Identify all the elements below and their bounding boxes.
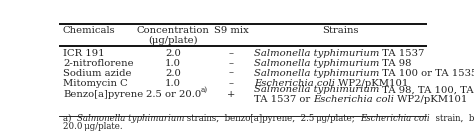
Text: TA 1537: TA 1537 — [379, 49, 425, 58]
Text: 2.0: 2.0 — [165, 49, 181, 58]
Text: Salmonella typhimurium: Salmonella typhimurium — [254, 49, 379, 58]
Text: Salmonella typhimurium: Salmonella typhimurium — [254, 59, 379, 68]
Text: Salmonella typhimurium: Salmonella typhimurium — [254, 85, 379, 94]
Text: –: – — [228, 49, 234, 58]
Text: a): a) — [201, 86, 208, 94]
Text: a): a) — [63, 114, 77, 123]
Text: 2.5 or 20.0: 2.5 or 20.0 — [146, 90, 201, 99]
Text: WP2/pKM101: WP2/pKM101 — [335, 79, 408, 88]
Text: Salmonella typhimurium: Salmonella typhimurium — [77, 114, 184, 123]
Text: WP2/pKM101: WP2/pKM101 — [394, 95, 468, 104]
Text: 2.0: 2.0 — [165, 69, 181, 78]
Text: S9 mix: S9 mix — [214, 26, 248, 35]
Text: Mitomycin C: Mitomycin C — [63, 79, 128, 88]
Text: 2-nitroflorene: 2-nitroflorene — [63, 59, 134, 68]
Text: TA 98: TA 98 — [379, 59, 412, 68]
Text: 1.0: 1.0 — [165, 59, 181, 68]
Text: TA 98, TA 100, TA 1535,: TA 98, TA 100, TA 1535, — [379, 85, 474, 94]
Text: TA 100 or TA 1535: TA 100 or TA 1535 — [379, 69, 474, 78]
Text: 20.0 μg/plate.: 20.0 μg/plate. — [63, 122, 123, 131]
Text: Escherichia coli: Escherichia coli — [313, 95, 394, 104]
Text: Concentration: Concentration — [137, 26, 210, 35]
Text: Sodium azide: Sodium azide — [63, 69, 131, 78]
Text: Benzo[a]pyrene: Benzo[a]pyrene — [63, 90, 143, 99]
Text: (μg/plate): (μg/plate) — [148, 36, 198, 45]
Text: Salmonella typhimurium: Salmonella typhimurium — [254, 69, 379, 78]
Text: ICR 191: ICR 191 — [63, 49, 105, 58]
Text: strains,  benzo[a]pyrene,  2.5 μg/plate;: strains, benzo[a]pyrene, 2.5 μg/plate; — [184, 114, 361, 123]
Text: –: – — [228, 69, 234, 78]
Text: +: + — [227, 90, 235, 99]
Text: Strains: Strains — [322, 26, 358, 35]
Text: Escherichia coli: Escherichia coli — [361, 114, 430, 123]
Text: Chemicals: Chemicals — [63, 26, 116, 35]
Text: strain,  benzo[a]pyrene,: strain, benzo[a]pyrene, — [430, 114, 474, 123]
Text: TA 1537 or: TA 1537 or — [254, 95, 313, 104]
Text: –: – — [228, 79, 234, 88]
Text: –: – — [228, 59, 234, 68]
Text: Escherichia coli: Escherichia coli — [254, 79, 335, 88]
Text: 1.0: 1.0 — [165, 79, 181, 88]
